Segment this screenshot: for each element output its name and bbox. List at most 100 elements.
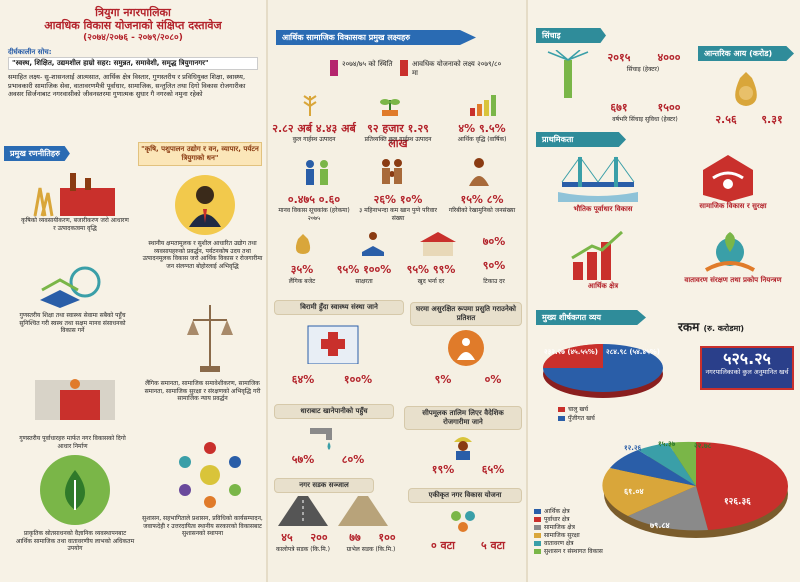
family-icon <box>378 156 408 186</box>
priority-2: सामाजिक विकास र सुरक्षा <box>699 202 767 210</box>
literacy-label: साक्षरता <box>355 278 373 285</box>
strategy-item-2: स्थानीय क्षमतामूलक र सुशील आधारित उद्योग… <box>142 240 263 270</box>
factory-icon <box>30 168 120 218</box>
gdp-current: २.८२ अर्ब <box>272 122 313 135</box>
revenue-band: आन्तरिक आय (करोड) <box>698 46 794 61</box>
pie1-label-a: २३२.२७ (४५.५५%) <box>544 348 598 356</box>
plant-icon <box>378 92 402 116</box>
slogan: "कृषि, पशुपालन उद्योग र वन, व्यापार, पर्… <box>138 142 262 166</box>
money-bag-icon <box>290 230 316 256</box>
people-circle-icon <box>170 440 250 510</box>
total-value: ५२५.२५ <box>723 349 771 368</box>
nature-icon <box>40 455 110 525</box>
paved-target: २०० <box>310 531 328 544</box>
legend-target-swatch <box>400 60 408 76</box>
hdi-values: ०.४७५ ०.६० <box>272 192 356 207</box>
enrolment-label: खुद भर्ना दर <box>417 278 445 285</box>
irrigation-band: सिंचाइ <box>536 28 606 43</box>
irr-current-2: ६७१ <box>610 101 628 114</box>
literacy-values: ९५% १००% <box>332 262 396 277</box>
hdi-target: ०.६० <box>318 193 341 206</box>
pie1-legend-2: पुँजीगत खर्च <box>558 415 595 423</box>
legend-current-swatch <box>330 60 338 76</box>
pie2-legend-5: वातावरण क्षेत्र <box>534 540 603 548</box>
pie2-slice-social <box>628 486 708 531</box>
pie2-slice-governance <box>668 441 696 486</box>
health-current: ६४% <box>291 373 315 386</box>
vision-label: दीर्घकालीन सोच: <box>8 48 52 56</box>
expense-pie <box>543 344 663 398</box>
literacy-current: ९५% <box>336 263 360 276</box>
food-label: ३ महिनाभन्दा कम खान पुग्ने परिवार संख्या <box>359 207 437 222</box>
doc-title-line3: (२०७४/२०७६ - २०७९/२०८०) <box>83 33 183 43</box>
strategy-item-4: लैंगिक समानता, सामाजिक समावेशीकरण, सामाज… <box>144 380 261 402</box>
justice-icon <box>185 300 235 375</box>
reading-icon <box>360 230 386 256</box>
gravel-target: १०० <box>378 531 396 544</box>
strategy-item-5: गुणस्तरीय पूर्वाधारहरु मार्फत नगर विकासक… <box>19 435 126 450</box>
retention-current: ७०% <box>482 235 506 248</box>
businessman-icon <box>175 175 235 235</box>
pie2-legend: आर्थिक क्षेत्र पूर्वाधार क्षेत्र सामाजिक… <box>534 508 603 556</box>
revenue-target: ९.३१ <box>761 113 783 126</box>
water-current: ५७% <box>291 453 315 466</box>
handshake-icon <box>698 150 758 204</box>
growth-values: ४% ९.५% <box>444 121 520 136</box>
gdp-values: २.८२ अर्ब ४.४३ अर्ब <box>272 121 356 136</box>
worker-icon <box>448 432 478 460</box>
per-capita-target: १.२९ लाख <box>388 122 429 150</box>
paved-current: ४५ <box>281 531 293 544</box>
revenue-bag-icon <box>728 70 764 108</box>
mother-child-icon <box>448 330 484 366</box>
strategy-item-6: प्राकृतिक स्रोतसाधनको वैज्ञानिक व्यवस्था… <box>15 530 135 552</box>
health-band: बिरामी हुँदा स्वास्थ्य संस्था जाने <box>274 300 404 315</box>
pie2-slice-economic <box>610 450 696 486</box>
pie1-legend-1: चालु खर्च <box>558 406 588 414</box>
employment-band: सीपमूलक तालिम लिएर वैदेशिक रोजगारीमा जान… <box>404 406 522 430</box>
pie2-label-4: ६१.०४ <box>624 487 644 496</box>
budget-band: मुख्य शीर्षकगत व्यय <box>536 310 646 325</box>
growth-label: आर्थिक वृद्धि (वार्षिक) <box>457 136 507 143</box>
per-capita-current: ९२ हजार <box>367 122 404 135</box>
pie2-label-1: १२.२६ <box>624 444 642 452</box>
enrolment-values: ९५% ९९% <box>396 262 466 277</box>
sprinkler-icon <box>546 50 590 100</box>
pie2-legend-2: पूर्वाधार क्षेत्र <box>534 516 603 524</box>
doc-title-line2: आवधिक विकास योजनाको संक्षिप्त दस्तावेज <box>44 19 222 32</box>
irr-label-1: सिंचाइ (हेक्टर) <box>626 66 660 73</box>
tap-icon <box>308 422 338 450</box>
maternal-band: घरमा असुरक्षित रूपमा प्रसुति गराउनेको प्… <box>410 302 522 326</box>
economy-chart-icon <box>568 228 628 280</box>
panel-priorities: सिंचाइ २०१५ ४००० सिंचाइ (हेक्टर) ६७१ १५०… <box>528 0 800 582</box>
goal-text: समाहित लक्ष्य- सु-शासनलाई आत्मसात, आर्थि… <box>8 73 246 98</box>
priority-3: आर्थिक क्षेत्र <box>587 282 619 290</box>
paved-road-icon <box>278 496 328 526</box>
maternal-target: ०% <box>484 373 502 386</box>
wheat-icon <box>298 92 322 116</box>
pie1-label-b: २८४.९८ (५४.४५%) <box>606 348 660 356</box>
environment-icon <box>702 230 758 276</box>
city-plan-icon <box>448 508 478 534</box>
targets-band: आर्थिक सामाजिक विकासका प्रमुख लक्ष्यहरु <box>276 30 476 45</box>
pie2-legend-6: सुशासन र संस्थागत विकास <box>534 548 603 556</box>
strategy-band: प्रमुख रणनीतिहरु <box>4 146 70 161</box>
gdp-target: ४.४३ अर्ब <box>315 122 356 135</box>
literacy-target: १००% <box>363 263 392 276</box>
gdp-label: कुल गार्हस्थ उत्पादन <box>292 136 336 143</box>
growth-target: ९.५% <box>478 122 506 135</box>
gender-budget: ३५% <box>290 263 314 276</box>
vision-text: "स्वस्थ, शिक्षित, उद्यमशील हाम्रो सहर: स… <box>8 57 258 70</box>
integrated-current: ० वटा <box>430 539 456 552</box>
water-band: धाराबाट खानेपानीको पहुँच <box>274 404 394 419</box>
pie2-legend-1: आर्थिक क्षेत्र <box>534 508 603 516</box>
irr-target-1: ४००० <box>657 51 681 64</box>
gender-budget-label: लैंगिक बजेट <box>288 278 316 285</box>
maternal-current: ९% <box>434 373 452 386</box>
total-box: ५२५.२५ नगरपालिकाको कुल अनुमानित खर्च <box>700 346 794 390</box>
people-group-icon <box>302 156 332 186</box>
irr-target-2: १५०० <box>657 101 681 114</box>
gravel-road-icon <box>338 496 388 526</box>
hdi-label: मानव विकास सूचकांक (हरेकमा) २०७५ <box>278 207 350 222</box>
per-capita-label: प्रतिव्यक्ति कुल गार्हस्थ उत्पादन <box>364 136 432 143</box>
enrolment-current: ९५% <box>406 263 430 276</box>
